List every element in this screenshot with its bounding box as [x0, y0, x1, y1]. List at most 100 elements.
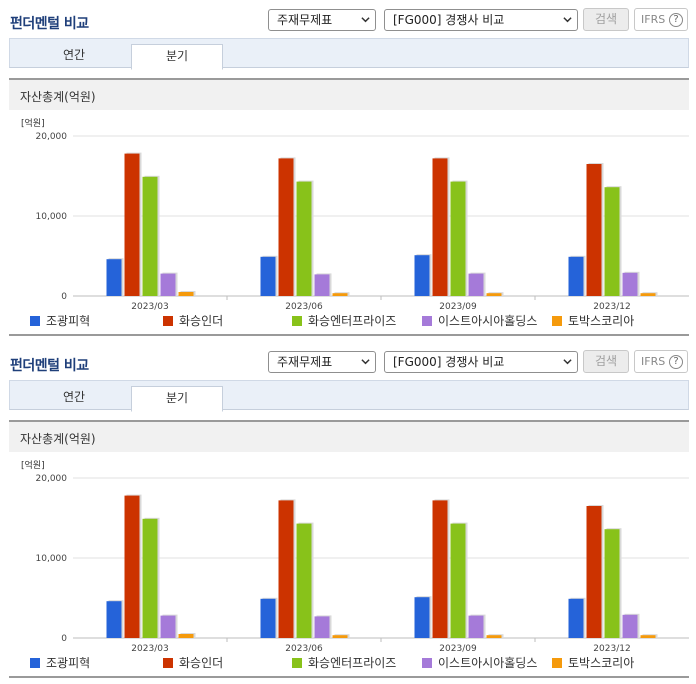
criteria-select-value: 주재무제표 [277, 13, 333, 27]
y-tick-label: 20,000 [36, 132, 68, 142]
panel-divider [9, 676, 689, 678]
criteria-select[interactable]: 주재무제표 [268, 9, 376, 31]
legend-item[interactable]: 토박스코리아 [552, 654, 634, 671]
bar-chart: [억원] 0 10,000 20,000 2023/03 2023/06 2023/09 20… [21, 459, 689, 652]
bar [160, 615, 176, 638]
tab-annual[interactable]: 연간 [62, 390, 86, 404]
period-tabs: 연간 분기 [9, 380, 689, 412]
chevron-down-icon [563, 359, 572, 365]
legend-item[interactable]: 조광피혁 [30, 654, 90, 671]
legend-label: 화승인더 [179, 314, 224, 328]
search-button[interactable]: 검색 [583, 350, 629, 373]
legend-label: 토박스코리아 [568, 314, 635, 328]
bar [296, 181, 312, 296]
x-tick-label: 2023/06 [285, 644, 323, 652]
bar [604, 187, 620, 296]
chart-title: 자산총계(억원) [20, 432, 96, 446]
search-button[interactable]: 검색 [583, 8, 629, 31]
bar [450, 181, 466, 296]
bar [260, 598, 276, 638]
legend-swatch [552, 316, 562, 326]
legend-item[interactable]: 화승엔터프라이즈 [292, 654, 396, 671]
legend-label: 화승인더 [179, 656, 224, 670]
compare-select[interactable]: [FG000] 경쟁사 비교 [384, 9, 578, 31]
legend-label: 화승엔터프라이즈 [308, 656, 397, 670]
bar [586, 164, 602, 296]
y-tick-label: 0 [61, 292, 67, 302]
legend-label: 조광피혁 [46, 314, 91, 328]
legend-label: 화승엔터프라이즈 [308, 314, 397, 328]
x-tick-label: 2023/09 [439, 644, 477, 652]
ifrs-help-button[interactable]: IFRS? [634, 350, 688, 373]
bar [142, 518, 158, 638]
page-title: 펀더멘털 비교 [10, 16, 89, 32]
bar [568, 598, 584, 638]
legend-swatch [422, 658, 432, 668]
legend-swatch [163, 316, 173, 326]
compare-select-value: [FG000] 경쟁사 비교 [393, 13, 505, 27]
bar [586, 506, 602, 638]
tab-quarterly[interactable]: 분기 [131, 44, 223, 70]
chart-title-bar: 자산총계(억원) [9, 78, 689, 110]
bar [486, 293, 502, 296]
bar [604, 529, 620, 638]
legend-label: 이스트아시아홀딩스 [438, 314, 538, 328]
bar [106, 601, 122, 638]
bar [332, 635, 348, 638]
x-tick-label: 2023/03 [131, 302, 168, 310]
bar [178, 634, 194, 638]
chart-legend: 조광피혁 화승인더 화승엔터프라이즈 이스트아시아홀딩스 토박스코리아 [30, 312, 690, 328]
criteria-select[interactable]: 주재무제표 [268, 351, 376, 373]
tab-quarterly[interactable]: 분기 [131, 386, 223, 412]
legend-swatch [292, 658, 302, 668]
x-tick-label: 2023/03 [131, 644, 168, 652]
legend-label: 조광피혁 [46, 656, 91, 670]
legend-label: 이스트아시아홀딩스 [438, 656, 538, 670]
bar [640, 293, 656, 296]
legend-swatch [30, 316, 40, 326]
bar [142, 176, 158, 296]
legend-item[interactable]: 이스트아시아홀딩스 [422, 654, 537, 671]
bar [468, 273, 484, 296]
ifrs-label: IFRS [641, 355, 666, 368]
unit-label: [억원] [21, 117, 45, 129]
bar [124, 495, 140, 638]
chart-title: 자산총계(억원) [20, 90, 96, 104]
tab-annual[interactable]: 연간 [62, 48, 86, 62]
legend-item[interactable]: 조광피혁 [30, 312, 90, 329]
bar [160, 273, 176, 296]
unit-label: [억원] [21, 459, 45, 471]
legend-item[interactable]: 토박스코리아 [552, 312, 634, 329]
bar [568, 256, 584, 296]
page-title: 펀더멘털 비교 [10, 358, 89, 374]
bar [450, 523, 466, 638]
bar [314, 616, 330, 638]
x-tick-label: 2023/12 [593, 644, 630, 652]
bar [486, 635, 502, 638]
bar [432, 500, 448, 638]
y-tick-label: 10,000 [36, 554, 68, 564]
bar [260, 256, 276, 296]
legend-item[interactable]: 화승인더 [163, 654, 223, 671]
bar [106, 259, 122, 296]
compare-select-value: [FG000] 경쟁사 비교 [393, 355, 505, 369]
legend-item[interactable]: 화승엔터프라이즈 [292, 312, 396, 329]
bar-chart: [억원] 0 10,000 20,000 2023/03 2023/06 2023/09 20… [21, 117, 689, 310]
panel-divider [9, 334, 689, 336]
legend-item[interactable]: 이스트아시아홀딩스 [422, 312, 537, 329]
compare-select[interactable]: [FG000] 경쟁사 비교 [384, 351, 578, 373]
bar [414, 255, 430, 296]
legend-swatch [422, 316, 432, 326]
y-tick-label: 0 [61, 634, 67, 644]
period-tabs: 연간 분기 [9, 38, 689, 70]
x-tick-label: 2023/12 [593, 302, 630, 310]
ifrs-help-button[interactable]: IFRS? [634, 8, 688, 31]
legend-swatch [30, 658, 40, 668]
legend-swatch [552, 658, 562, 668]
chart-title-bar: 자산총계(억원) [9, 420, 689, 452]
legend-item[interactable]: 화승인더 [163, 312, 223, 329]
question-circle-icon: ? [669, 13, 683, 27]
x-tick-label: 2023/06 [285, 302, 323, 310]
bar [314, 274, 330, 296]
